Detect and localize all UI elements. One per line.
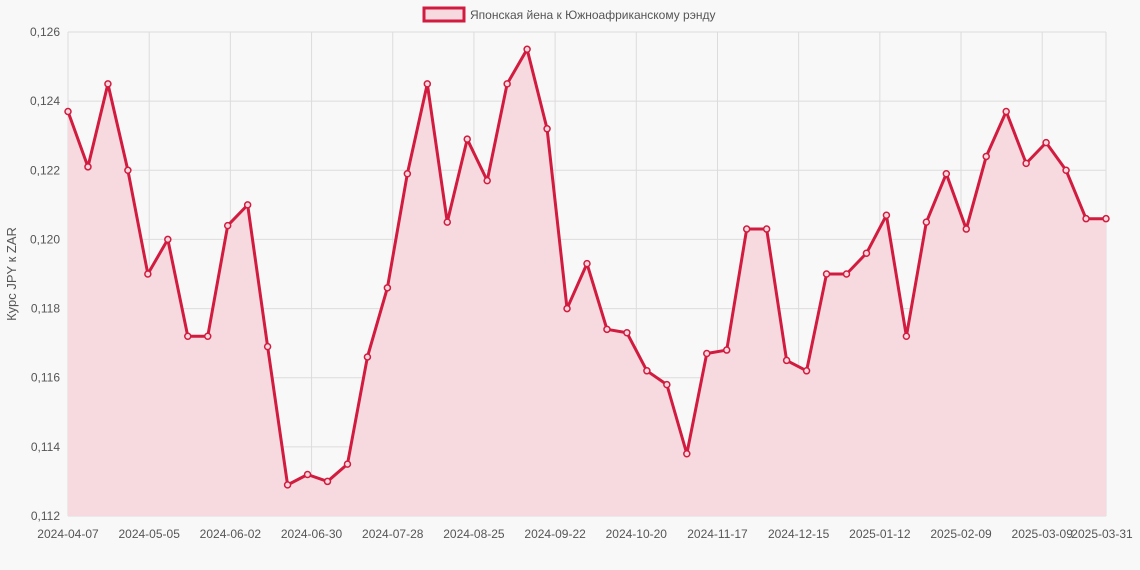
y-tick-label: 0,114 bbox=[31, 440, 60, 454]
data-point[interactable] bbox=[683, 450, 691, 458]
x-tick-label: 2024-10-20 bbox=[606, 527, 668, 541]
data-point[interactable] bbox=[663, 380, 671, 389]
data-point[interactable] bbox=[323, 477, 332, 486]
data-point[interactable] bbox=[563, 304, 571, 313]
x-tick-label: 2024-04-07 bbox=[37, 527, 99, 541]
x-tick-label: 2025-03-09 bbox=[1012, 527, 1074, 541]
data-point[interactable] bbox=[762, 225, 771, 233]
data-point[interactable] bbox=[862, 249, 871, 258]
legend-swatch[interactable] bbox=[422, 6, 466, 23]
data-point[interactable] bbox=[1022, 159, 1030, 168]
data-point[interactable] bbox=[703, 349, 711, 358]
data-point[interactable] bbox=[822, 270, 831, 278]
data-point[interactable] bbox=[483, 176, 491, 185]
data-point[interactable] bbox=[303, 470, 312, 479]
y-tick-label: 0,124 bbox=[30, 94, 60, 108]
x-tick-label: 2024-05-05 bbox=[118, 527, 180, 541]
data-point[interactable] bbox=[243, 201, 252, 209]
series-area bbox=[68, 49, 1106, 516]
y-tick-label: 0,126 bbox=[30, 25, 60, 39]
x-tick-label: 2024-12-15 bbox=[768, 527, 830, 541]
data-point[interactable] bbox=[164, 235, 172, 244]
data-point[interactable] bbox=[104, 80, 112, 88]
data-point[interactable] bbox=[962, 225, 971, 233]
y-tick-label: 0,116 bbox=[31, 371, 60, 385]
data-point[interactable] bbox=[383, 284, 392, 292]
x-tick-label: 2024-09-22 bbox=[524, 527, 586, 541]
x-tick-label: 2025-01-12 bbox=[849, 527, 911, 541]
x-tick-label: 2024-07-28 bbox=[362, 527, 424, 541]
legend-label[interactable]: Японская йена к Южноафриканскому рэнду bbox=[470, 8, 715, 22]
data-point[interactable] bbox=[722, 346, 731, 354]
data-point[interactable] bbox=[543, 125, 551, 133]
data-point[interactable] bbox=[1002, 107, 1010, 116]
y-axis-ticks: 0,112 0,114 0,116 0,118 0,120 0,122 0,124 0,126 bbox=[30, 25, 60, 523]
x-axis-ticks: 2024-04-07 2024-05-05 2024-06-02 2024-06-30… bbox=[37, 527, 1133, 541]
data-point[interactable] bbox=[1102, 214, 1110, 223]
data-point[interactable] bbox=[523, 45, 531, 54]
x-tick-label: 2025-03-31 bbox=[1071, 527, 1133, 541]
data-point[interactable] bbox=[942, 169, 951, 178]
data-point[interactable] bbox=[1082, 214, 1090, 223]
data-point[interactable] bbox=[623, 329, 631, 337]
data-point[interactable] bbox=[643, 367, 651, 375]
data-point[interactable] bbox=[423, 80, 432, 88]
legend[interactable]: Японская йена к Южноафриканскому рэнду bbox=[422, 6, 715, 23]
data-point[interactable] bbox=[223, 221, 232, 230]
data-point[interactable] bbox=[403, 169, 412, 178]
data-point[interactable] bbox=[902, 332, 911, 340]
data-point[interactable] bbox=[443, 218, 452, 226]
data-point[interactable] bbox=[184, 332, 192, 340]
data-point[interactable] bbox=[882, 211, 891, 219]
data-point[interactable] bbox=[802, 367, 811, 375]
x-tick-label: 2024-06-02 bbox=[200, 527, 262, 541]
data-point[interactable] bbox=[603, 325, 611, 334]
data-point[interactable] bbox=[124, 166, 132, 175]
data-point[interactable] bbox=[363, 353, 372, 361]
data-point[interactable] bbox=[144, 270, 152, 278]
data-point[interactable] bbox=[84, 163, 92, 171]
data-point[interactable] bbox=[64, 107, 72, 116]
data-point[interactable] bbox=[583, 259, 591, 268]
x-tick-label: 2024-06-30 bbox=[281, 527, 343, 541]
y-tick-label: 0,118 bbox=[31, 302, 60, 316]
x-tick-label: 2024-11-17 bbox=[687, 527, 748, 541]
data-point[interactable] bbox=[343, 460, 352, 468]
y-tick-label: 0,122 bbox=[30, 163, 60, 177]
data-point[interactable] bbox=[203, 332, 212, 340]
data-point[interactable] bbox=[782, 356, 791, 365]
data-point[interactable] bbox=[503, 80, 511, 88]
data-point[interactable] bbox=[922, 218, 931, 226]
data-point[interactable] bbox=[982, 152, 990, 161]
data-point[interactable] bbox=[1042, 138, 1050, 147]
data-points bbox=[64, 45, 1110, 489]
data-point[interactable] bbox=[283, 481, 292, 489]
data-point[interactable] bbox=[842, 270, 851, 278]
y-axis-title: Курс JPY к ZAR bbox=[4, 227, 19, 321]
data-point[interactable] bbox=[463, 135, 471, 143]
y-tick-label: 0,112 bbox=[31, 509, 60, 523]
data-point[interactable] bbox=[742, 225, 751, 233]
y-tick-label: 0,120 bbox=[30, 232, 60, 246]
data-point[interactable] bbox=[1062, 166, 1070, 175]
x-tick-label: 2024-08-25 bbox=[443, 527, 505, 541]
data-point[interactable] bbox=[263, 342, 272, 351]
x-tick-label: 2025-02-09 bbox=[930, 527, 992, 541]
